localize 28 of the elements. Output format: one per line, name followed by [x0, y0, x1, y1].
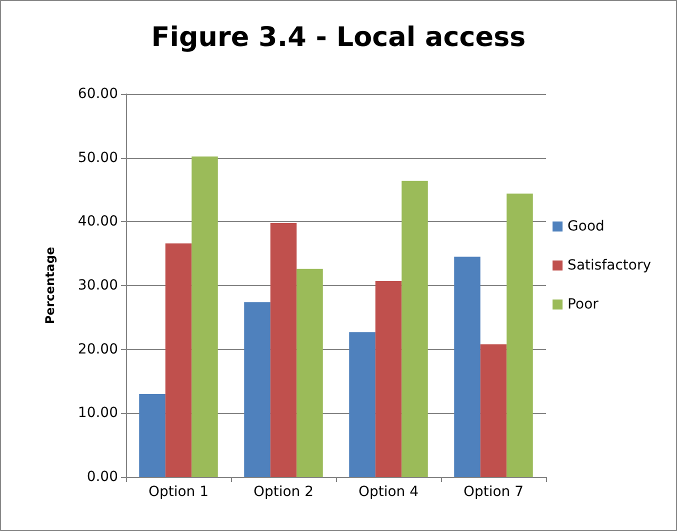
x-tick-label: Option 7 — [463, 484, 524, 500]
y-tick-label: 60.00 — [78, 86, 118, 102]
legend-label: Poor — [568, 296, 599, 312]
bar — [375, 281, 402, 477]
bar — [192, 156, 218, 477]
x-tick-label: Option 1 — [148, 484, 209, 500]
bar — [270, 222, 297, 477]
bar — [349, 332, 376, 477]
bar — [296, 268, 323, 477]
y-tick-label: 50.00 — [78, 150, 118, 166]
y-tick-label: 10.00 — [78, 405, 118, 422]
bar — [454, 256, 480, 477]
y-axis-title: Percentage — [43, 246, 57, 324]
y-tick-label: 20.00 — [78, 341, 118, 358]
y-tick-label: 30.00 — [78, 278, 118, 294]
bar — [244, 302, 270, 477]
legend-label: Satisfactory — [568, 258, 652, 274]
x-tick-label: Option 4 — [358, 484, 419, 500]
bar — [506, 194, 533, 477]
bar — [165, 243, 192, 477]
bar — [480, 344, 507, 477]
chart-title: Figure 3.4 - Local access — [151, 22, 526, 53]
y-tick-label: 40.00 — [78, 214, 118, 230]
x-tick-label: Option 2 — [253, 484, 314, 500]
bar — [139, 394, 166, 477]
y-tick-label: 0.00 — [86, 469, 118, 485]
bar — [402, 180, 428, 477]
legend-label: Good — [568, 218, 604, 234]
